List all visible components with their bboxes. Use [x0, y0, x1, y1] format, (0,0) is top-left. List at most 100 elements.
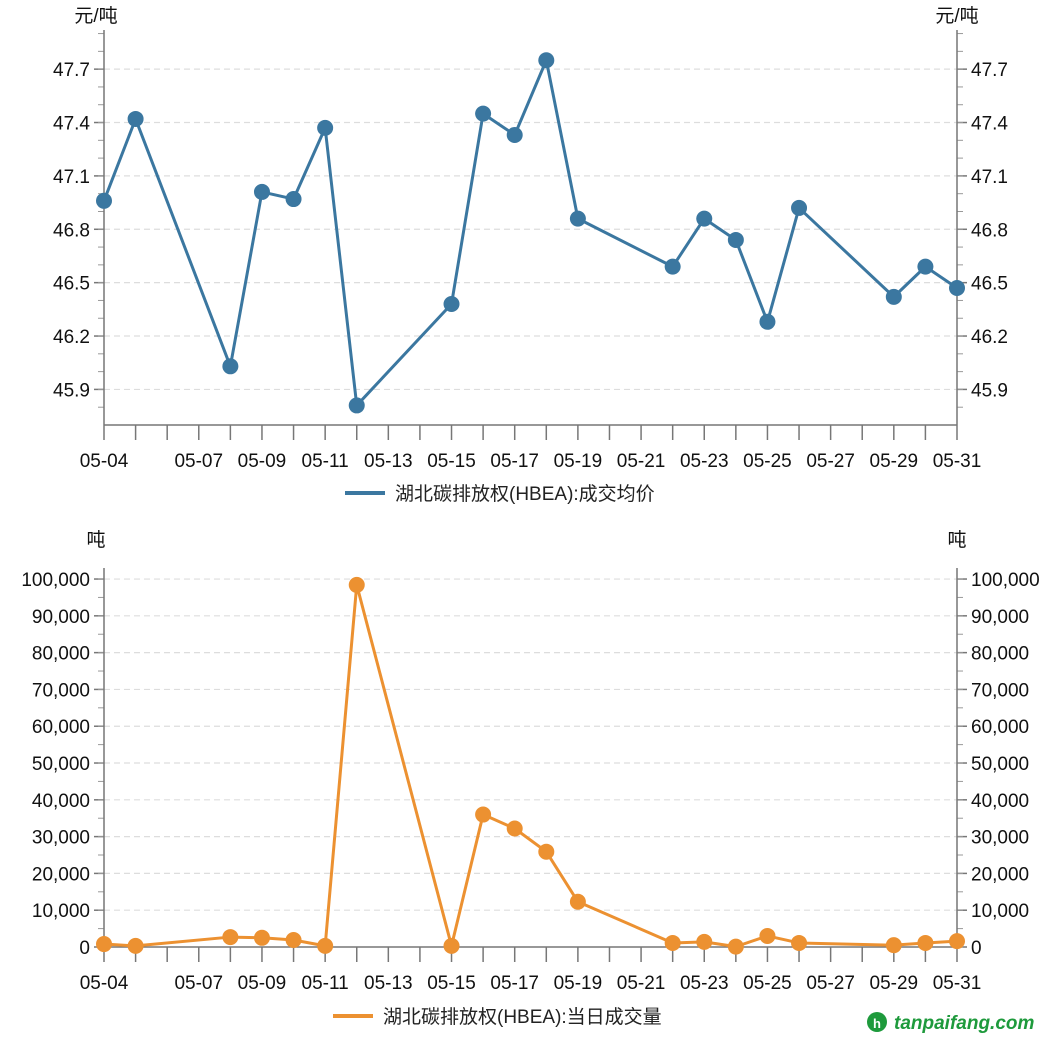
data-point [949, 933, 965, 950]
data-point [664, 258, 681, 275]
data-point [696, 933, 713, 950]
series-line [102, 58, 958, 407]
x-tick-label: 05-23 [680, 451, 729, 472]
data-point [885, 288, 902, 305]
y-tick-label-left: 10,000 [32, 901, 90, 922]
logo-icon-glyph: h [873, 1016, 881, 1031]
x-tick-label: 05-04 [80, 973, 129, 994]
y-tick-label-left: 46.2 [53, 327, 90, 348]
y-tick-label-left: 100,000 [21, 570, 90, 591]
y-tick-label-left: 47.4 [53, 114, 90, 135]
y-tick-label-right: 90,000 [971, 607, 1029, 628]
y-tick-label-right: 70,000 [971, 680, 1029, 701]
x-tick-label: 05-19 [554, 973, 603, 994]
y-tick-label-left: 47.7 [53, 60, 90, 81]
y-tick-label-left: 60,000 [32, 717, 90, 738]
x-tick-label: 05-13 [364, 451, 413, 472]
data-point [443, 296, 460, 313]
data-point [443, 937, 460, 954]
x-tick-label: 05-09 [238, 973, 287, 994]
x-tick-label: 05-29 [870, 451, 919, 472]
data-point [222, 358, 239, 375]
data-point [917, 934, 934, 951]
data-point [348, 576, 365, 593]
y-tick-label-right: 46.8 [971, 220, 1008, 241]
x-tick-label: 05-19 [554, 451, 603, 472]
y-tick-label-left: 0 [79, 938, 90, 959]
x-tick-label: 05-27 [806, 451, 855, 472]
legend-label: 湖北碳排放权(HBEA):成交均价 [395, 483, 655, 505]
y-tick-label-right: 40,000 [971, 791, 1029, 812]
watermark-logo: h tanpaifang.com [867, 1012, 1035, 1034]
y-unit-left: 元/吨 [74, 5, 117, 27]
x-tick-label: 05-31 [933, 451, 982, 472]
data-point [664, 934, 681, 951]
legend-label: 湖北碳排放权(HBEA):当日成交量 [383, 1006, 662, 1028]
chart-1: 45.9 45.9 46.2 46.2 46.5 46.5 46.8 46.8 47.1 47.1… [53, 5, 1008, 505]
x-tick-label: 05-15 [427, 973, 476, 994]
y-tick-label-right: 30,000 [971, 828, 1029, 849]
y-tick-label-right: 0 [971, 938, 982, 959]
x-tick-label: 05-17 [490, 973, 539, 994]
y-unit-right: 元/吨 [935, 5, 978, 27]
data-point [759, 927, 776, 944]
x-tick-label: 05-25 [743, 451, 792, 472]
data-point [253, 929, 270, 946]
y-tick-label-left: 46.5 [53, 274, 90, 295]
y-tick-label-left: 80,000 [32, 644, 90, 665]
y-tick-label-left: 40,000 [32, 791, 90, 812]
y-tick-label-right: 46.2 [971, 327, 1008, 348]
x-tick-label: 05-09 [238, 451, 287, 472]
data-point [506, 820, 523, 837]
data-point [791, 199, 808, 216]
x-tick-label: 05-27 [806, 973, 855, 994]
x-tick-label: 05-17 [490, 451, 539, 472]
data-point [127, 110, 144, 127]
data-point [696, 210, 713, 227]
data-point [222, 929, 239, 946]
data-point [569, 210, 586, 227]
y-tick-label-right: 46.5 [971, 274, 1008, 295]
y-tick-label-left: 50,000 [32, 754, 90, 775]
data-point [96, 936, 112, 953]
y-tick-label-right: 20,000 [971, 864, 1029, 885]
data-point [348, 397, 365, 414]
y-unit-left: 吨 [86, 529, 105, 551]
data-point [791, 934, 808, 951]
y-tick-label-right: 45.9 [971, 380, 1008, 401]
x-tick-label: 05-21 [617, 451, 666, 472]
x-tick-label: 05-31 [933, 973, 982, 994]
data-point [727, 231, 744, 248]
data-point [253, 183, 270, 200]
data-point [127, 937, 144, 954]
y-tick-label-left: 70,000 [32, 680, 90, 701]
y-tick-label-left: 45.9 [53, 380, 90, 401]
y-tick-label-right: 50,000 [971, 754, 1029, 775]
data-point [727, 938, 744, 955]
y-tick-label-left: 30,000 [32, 828, 90, 849]
y-tick-label-right: 80,000 [971, 644, 1029, 665]
data-point [96, 192, 112, 209]
x-tick-label: 05-11 [302, 451, 349, 472]
x-tick-label: 05-07 [174, 973, 223, 994]
x-tick-label: 05-15 [427, 451, 476, 472]
y-tick-label-right: 10,000 [971, 901, 1029, 922]
y-tick-label-left: 47.1 [53, 167, 90, 188]
y-tick-label-right: 60,000 [971, 717, 1029, 738]
data-point [759, 313, 776, 330]
x-tick-label: 05-29 [870, 973, 919, 994]
x-tick-label: 05-07 [174, 451, 223, 472]
x-tick-label: 05-11 [302, 973, 349, 994]
watermark-text: tanpaifang.com [894, 1013, 1035, 1034]
y-tick-label-right: 100,000 [971, 570, 1040, 591]
data-point [285, 191, 302, 208]
data-point [317, 119, 334, 136]
data-point [569, 893, 586, 910]
y-unit-right: 吨 [947, 529, 966, 551]
data-point [917, 258, 934, 275]
y-tick-label-right: 47.4 [971, 114, 1008, 135]
series-line [103, 583, 958, 949]
y-tick-label-left: 90,000 [32, 607, 90, 628]
data-point [538, 843, 555, 860]
data-point [475, 105, 492, 122]
